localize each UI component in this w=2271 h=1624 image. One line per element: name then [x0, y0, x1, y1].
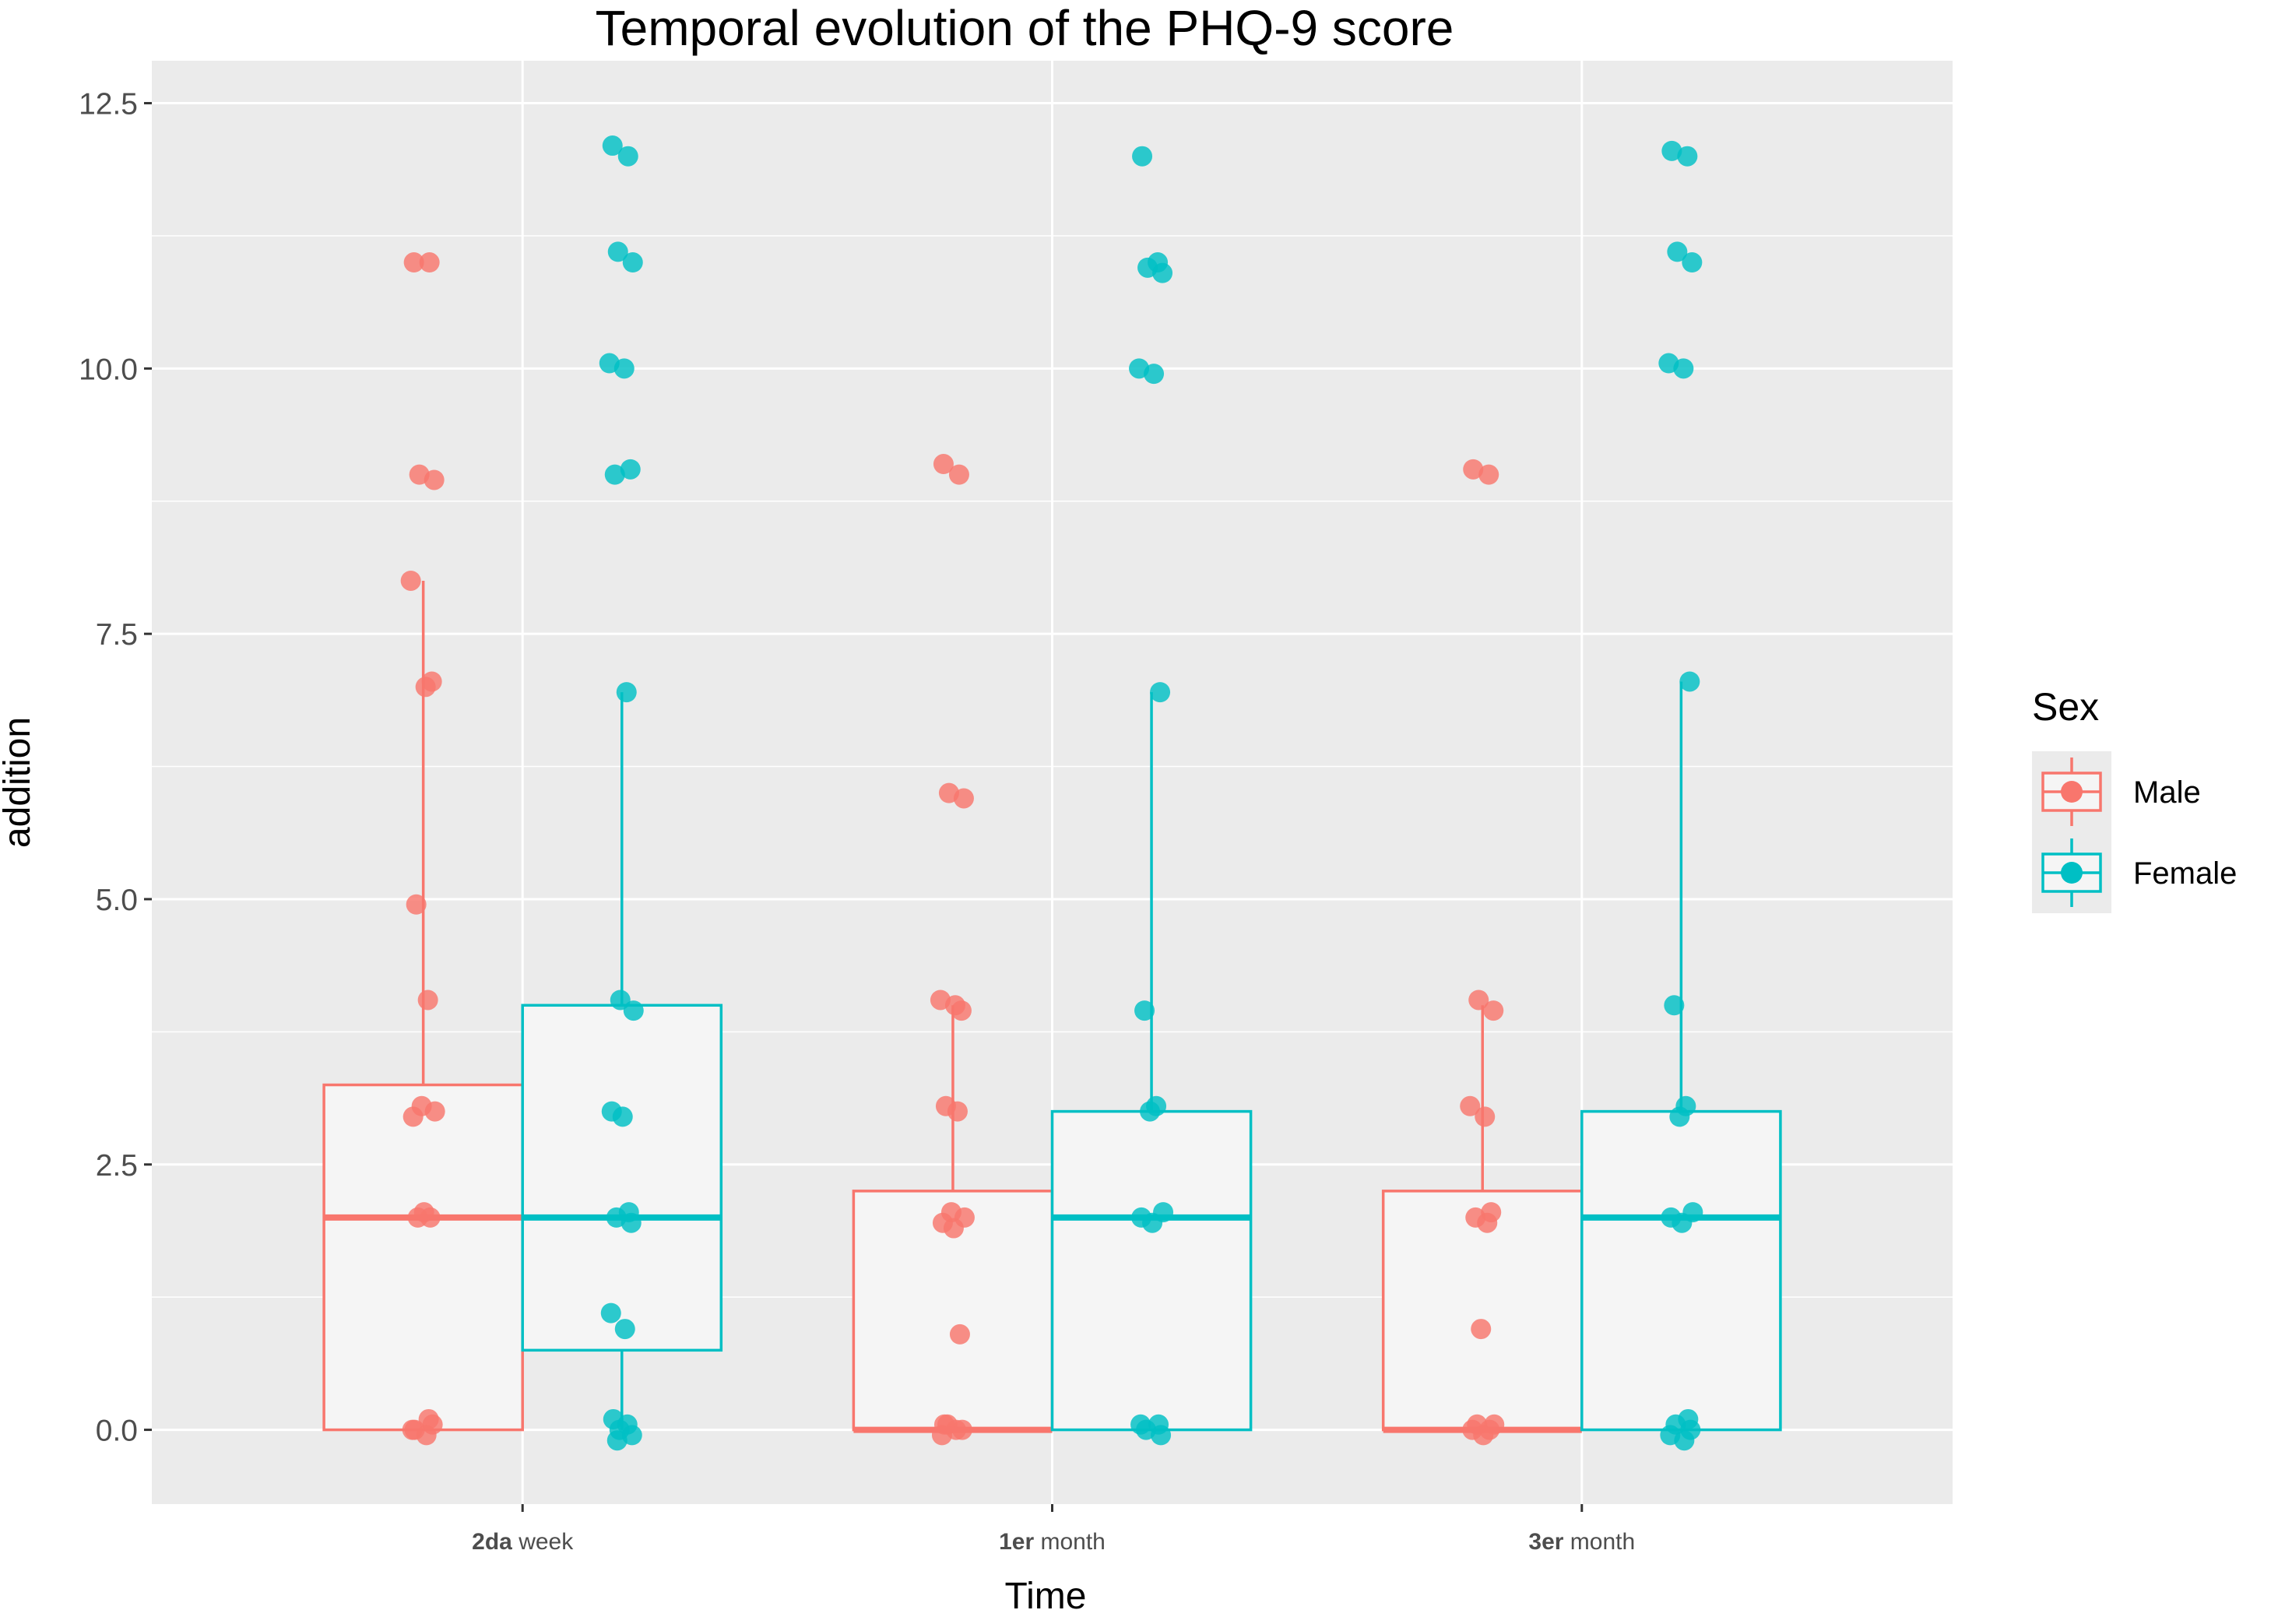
x-tick-label: 3er month [1528, 1529, 1635, 1555]
data-point [948, 464, 969, 485]
data-point [1679, 671, 1700, 692]
data-point [1463, 459, 1484, 480]
data-point [1669, 1106, 1690, 1127]
data-point [947, 1101, 968, 1122]
legend-label-male: Male [2133, 775, 2201, 810]
x-tick-label-suffix: month [1563, 1529, 1635, 1555]
data-point [403, 252, 424, 273]
y-axis: 0.0 2.5 5.0 7.5 10.0 12.5 [79, 88, 152, 1448]
x-tick-label-suffix: month [1034, 1529, 1106, 1555]
data-point [1664, 995, 1685, 1016]
data-point [1134, 1000, 1155, 1021]
x-tick-label: 1er month [999, 1529, 1106, 1555]
legend-label-female: Female [2133, 856, 2237, 891]
points-layer [400, 135, 1703, 1451]
x-tick-label-prefix: 1er [999, 1529, 1034, 1555]
legend-key-point [2061, 781, 2083, 803]
y-axis-title: addition [0, 717, 38, 848]
data-point [613, 358, 635, 379]
data-point [1150, 682, 1171, 703]
data-point [1142, 1212, 1163, 1233]
y-tick-label: 7.5 [96, 618, 138, 652]
box-female-1 [1050, 692, 1253, 1432]
y-tick-label: 10.0 [79, 353, 138, 386]
data-point [1144, 364, 1165, 385]
boxes-layer [322, 580, 1782, 1433]
data-point [403, 1106, 424, 1127]
data-point [424, 469, 445, 490]
data-point [1460, 1095, 1481, 1116]
box-body [1580, 1109, 1782, 1432]
data-point [1674, 1430, 1695, 1451]
data-point [417, 990, 438, 1011]
data-point [1673, 358, 1694, 379]
data-point [1467, 1414, 1488, 1435]
x-axis-title: Time [1005, 1576, 1087, 1617]
data-point [953, 788, 974, 809]
y-tick-label: 5.0 [96, 884, 138, 917]
data-point [407, 1207, 428, 1228]
x-tick-label-suffix: week [512, 1529, 574, 1555]
data-point [1677, 146, 1698, 167]
data-point [418, 1408, 439, 1429]
data-point [943, 1218, 964, 1239]
data-point [404, 1419, 425, 1440]
data-point [1468, 990, 1489, 1011]
data-point [1152, 262, 1173, 283]
data-point [1672, 1212, 1693, 1233]
data-point [1475, 1106, 1496, 1127]
data-point [949, 1323, 970, 1345]
data-point [933, 1414, 954, 1435]
data-point [623, 1000, 644, 1021]
y-tick-label: 12.5 [79, 88, 138, 121]
data-point [419, 252, 440, 273]
data-point [1132, 146, 1153, 167]
data-point [1483, 1000, 1504, 1021]
chart-title: Temporal evolution of the PHQ-9 score [596, 0, 1454, 56]
data-point [1667, 241, 1688, 262]
data-point [604, 464, 625, 485]
legend-key-point [2061, 862, 2083, 884]
data-point [620, 1212, 642, 1233]
data-point [602, 135, 623, 156]
y-tick-label: 0.0 [96, 1415, 138, 1448]
data-point [1477, 1212, 1498, 1233]
data-point [421, 671, 442, 692]
box-body [521, 1004, 723, 1352]
data-point [1140, 1101, 1161, 1122]
data-point [1151, 1425, 1172, 1446]
data-point [606, 1430, 628, 1451]
x-tick-label-prefix: 2da [472, 1529, 512, 1555]
data-point [933, 454, 954, 475]
data-point [1471, 1319, 1492, 1340]
data-point [1130, 1414, 1151, 1435]
y-tick-label: 2.5 [96, 1149, 138, 1183]
legend-title: Sex [2032, 685, 2099, 729]
data-point [406, 894, 427, 915]
data-point [400, 570, 421, 591]
data-point [614, 1319, 635, 1340]
x-axis: 2da week 1er month 3er month [472, 1504, 1635, 1555]
data-point [612, 1106, 633, 1127]
data-point [951, 1000, 972, 1021]
data-point [1661, 140, 1682, 161]
x-tick-label: 2da week [472, 1529, 574, 1555]
legend: Sex Male Female [2032, 685, 2237, 913]
box-female-2 [1580, 681, 1782, 1432]
x-tick-label-prefix: 3er [1528, 1529, 1563, 1555]
data-point [1682, 252, 1703, 273]
data-point [600, 1302, 621, 1323]
data-point [616, 682, 637, 703]
data-point [424, 1101, 445, 1122]
data-point [620, 459, 641, 480]
box-body [1050, 1109, 1253, 1432]
data-point [617, 146, 638, 167]
data-point [1478, 464, 1499, 485]
data-point [607, 241, 628, 262]
box-body [322, 1083, 524, 1432]
data-point [622, 252, 643, 273]
